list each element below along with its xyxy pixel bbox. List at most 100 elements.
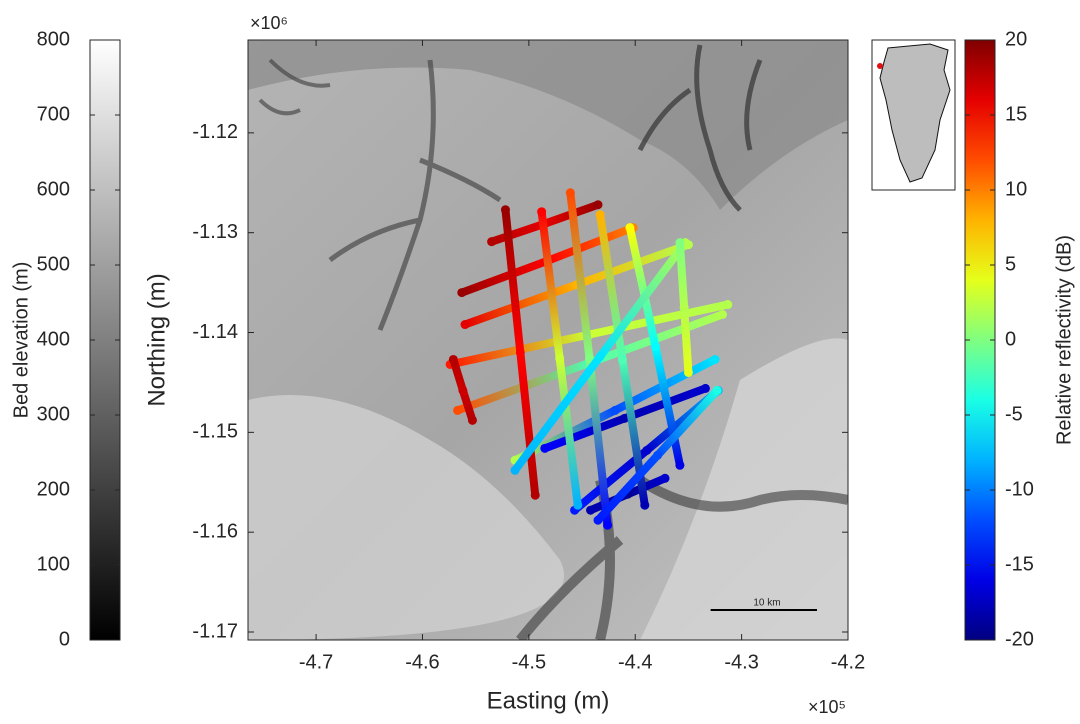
track-segment xyxy=(675,238,689,312)
colorbar-tick-label: 0 xyxy=(59,628,70,650)
colorbar-tick-label: 15 xyxy=(1005,103,1027,125)
track-segment xyxy=(651,342,684,470)
track-segment xyxy=(623,474,670,499)
track-point xyxy=(679,303,689,313)
track-point xyxy=(510,465,520,475)
y-tick-label: -1.13 xyxy=(192,221,238,243)
track-point xyxy=(584,353,594,363)
track-point xyxy=(540,443,550,453)
track-segment xyxy=(537,207,564,363)
track-segment xyxy=(487,219,549,246)
colorbar-tick-label: -20 xyxy=(1005,628,1034,650)
track-segment xyxy=(511,352,605,475)
track-point xyxy=(573,500,583,510)
track-point xyxy=(700,383,710,393)
track-point xyxy=(500,205,510,215)
track-point xyxy=(458,385,468,395)
track-segment xyxy=(449,355,467,395)
track-point xyxy=(640,500,650,510)
tracks xyxy=(445,188,733,530)
track-point xyxy=(650,341,660,351)
track-point xyxy=(457,288,467,298)
track-point xyxy=(712,385,722,395)
track-point xyxy=(660,473,670,483)
track-point xyxy=(625,223,635,233)
track-segment xyxy=(585,354,612,530)
axes-box xyxy=(247,39,849,641)
track-segment xyxy=(585,300,732,339)
track-segment xyxy=(540,414,629,453)
track-point xyxy=(537,207,547,217)
inset-map xyxy=(871,39,956,191)
y-axis-label: Northing (m) xyxy=(143,273,170,406)
track-point xyxy=(595,351,605,361)
track-point xyxy=(555,353,565,363)
track-point xyxy=(642,445,652,455)
track-segment xyxy=(461,280,581,329)
x-tick-label: -4.2 xyxy=(831,651,865,673)
y-tick-label: -1.17 xyxy=(192,620,238,642)
colorbar-tick-label: 200 xyxy=(37,478,70,500)
track-point xyxy=(603,520,613,530)
track-point xyxy=(487,237,497,247)
track-segment xyxy=(544,223,638,265)
elevation-colorbar-label: Bed elevation (m) xyxy=(10,262,32,419)
track-segment xyxy=(625,223,660,351)
y-tick-label: -1.16 xyxy=(192,520,238,542)
track-segment xyxy=(516,348,540,500)
track-segment xyxy=(618,355,649,510)
colorbar-tick-label: 700 xyxy=(37,103,70,125)
track-point xyxy=(620,413,630,423)
track-point xyxy=(675,238,685,248)
track-point xyxy=(683,367,693,377)
track-segment xyxy=(572,240,693,289)
track-point xyxy=(675,460,685,470)
track-point xyxy=(593,515,603,525)
track-point xyxy=(617,354,627,364)
track-point xyxy=(723,300,733,310)
track-point xyxy=(467,415,477,425)
y-tick-label: -1.12 xyxy=(192,121,238,143)
colorbar-tick-label: 100 xyxy=(37,553,70,575)
track-point xyxy=(565,188,575,198)
x-axis-label: Easting (m) xyxy=(487,687,610,714)
colorbar-tick-label: 0 xyxy=(1005,328,1016,350)
x-tick-label: -4.4 xyxy=(618,651,652,673)
x-exponent: ×10⁵ xyxy=(808,697,846,717)
x-tick-label: -4.3 xyxy=(724,651,758,673)
track-point xyxy=(586,505,596,515)
colorbar-tick-label: 10 xyxy=(1005,178,1027,200)
track-point xyxy=(448,354,458,364)
colorbar-tick-label: 500 xyxy=(37,253,70,275)
colorbar-tick-label: 800 xyxy=(37,28,70,50)
colorbar-tick-label: 400 xyxy=(37,328,70,350)
colorbar-tick-label: -15 xyxy=(1005,553,1034,575)
y-tick-label: -1.15 xyxy=(192,421,238,443)
colorbar-tick-label: 5 xyxy=(1005,253,1016,275)
track-segment xyxy=(680,303,693,377)
track-segment xyxy=(458,386,477,425)
scale-bar-label: 10 km xyxy=(753,598,780,609)
track-point xyxy=(515,347,525,357)
x-tick-label: -4.6 xyxy=(405,651,439,673)
track-point xyxy=(593,200,603,210)
track-point xyxy=(717,310,727,320)
track-segment xyxy=(457,256,552,297)
colorbar-tick-label: -10 xyxy=(1005,478,1034,500)
colorbar-tick-label: 20 xyxy=(1005,28,1027,50)
colorbar-tick-label: 300 xyxy=(37,403,70,425)
reflectivity-colorbar-label: Relative reflectivity (dB) xyxy=(1053,235,1075,445)
track-segment xyxy=(566,188,594,363)
x-tick-label: -4.7 xyxy=(299,651,333,673)
track-point xyxy=(453,405,463,415)
track-point xyxy=(610,405,620,415)
track-point xyxy=(460,320,470,330)
track-segment xyxy=(501,205,525,357)
track-point xyxy=(595,210,605,220)
track-segment xyxy=(653,386,722,460)
track-segment xyxy=(596,238,690,361)
y-tick-label: -1.14 xyxy=(192,321,238,343)
y-exponent: ×10⁶ xyxy=(250,13,288,33)
